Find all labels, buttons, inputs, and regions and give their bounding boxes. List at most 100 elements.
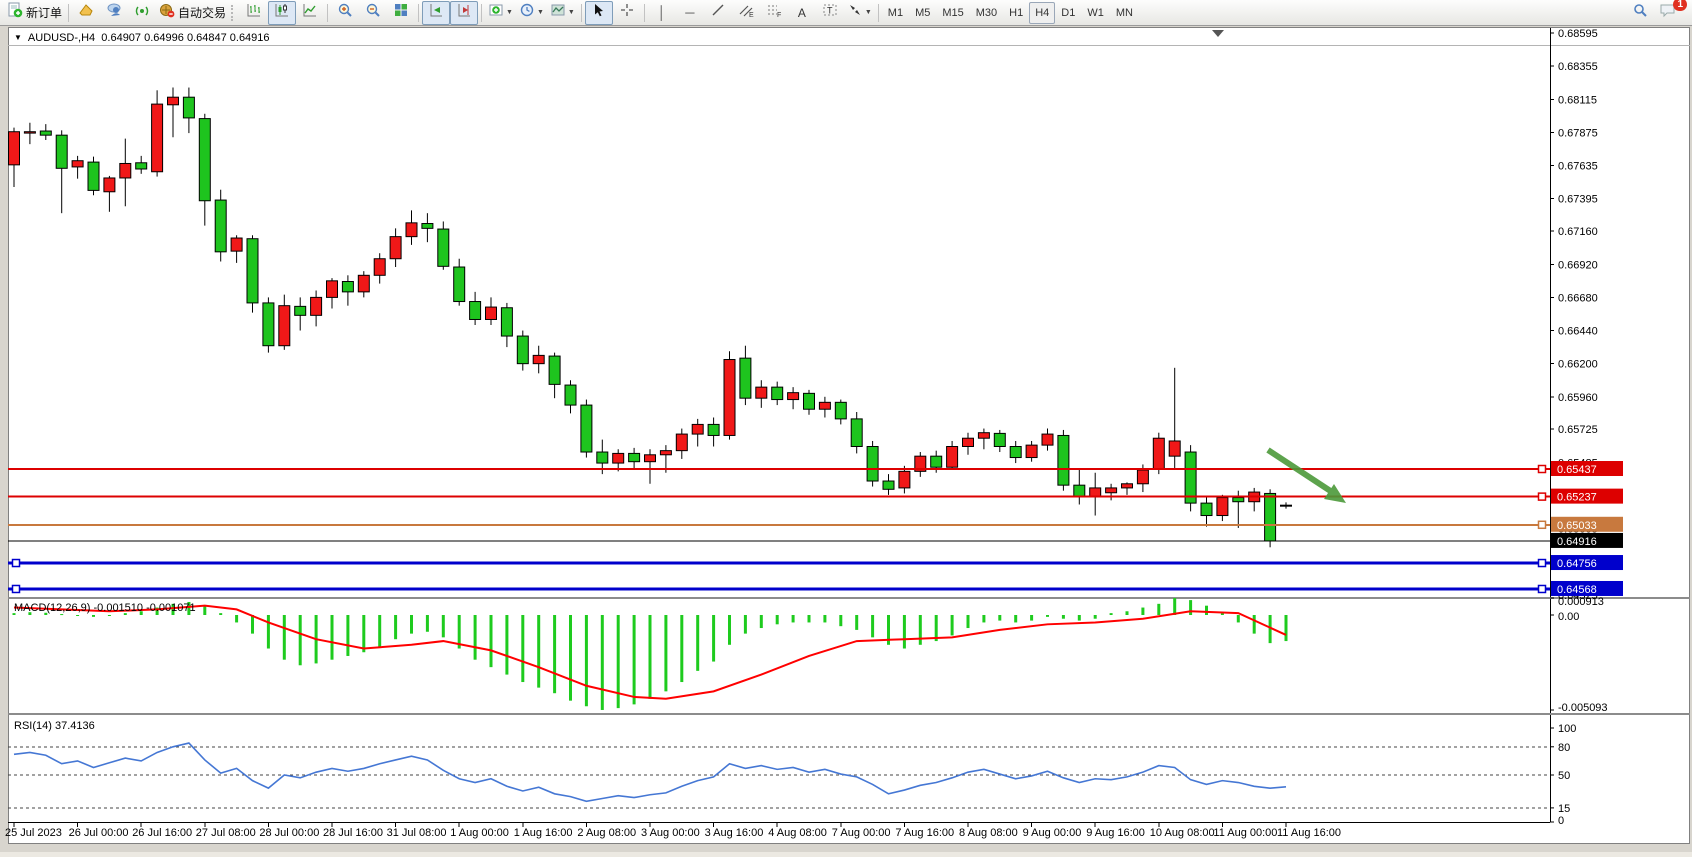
tile-windows-button[interactable] bbox=[387, 1, 415, 25]
timeframe-d1[interactable]: D1 bbox=[1061, 6, 1076, 19]
trendline-icon bbox=[710, 2, 726, 23]
text-icon: A bbox=[797, 5, 806, 20]
auto-scroll-button[interactable] bbox=[422, 0, 451, 25]
fibonacci-button[interactable]: F bbox=[760, 1, 788, 25]
market-icon bbox=[78, 2, 94, 23]
svg-text:0.64916: 0.64916 bbox=[1557, 536, 1597, 548]
indicators-button[interactable]: ▼ bbox=[485, 1, 516, 25]
separator bbox=[327, 3, 329, 22]
svg-text:8 Aug 08:00: 8 Aug 08:00 bbox=[959, 827, 1018, 839]
svg-text:11 Aug 00:00: 11 Aug 00:00 bbox=[1213, 827, 1277, 839]
separator bbox=[643, 3, 645, 22]
svg-text:0.65033: 0.65033 bbox=[1557, 520, 1597, 532]
auto-trading-label: 自动交易 bbox=[178, 6, 227, 20]
trendline-button[interactable] bbox=[704, 1, 732, 25]
bar-chart-icon bbox=[246, 2, 262, 23]
separator bbox=[580, 3, 582, 22]
chart-canvas[interactable]: 0.68595 0.68355 0.68115 0.67875 0.67635 0.673… bbox=[0, 26, 1692, 852]
rsi-panel: 100 80 50 150 bbox=[8, 723, 1576, 827]
community-button[interactable] bbox=[100, 1, 128, 25]
svg-text:4 Aug 08:00: 4 Aug 08:00 bbox=[768, 827, 827, 839]
candles bbox=[8, 87, 1292, 548]
search-icon bbox=[1632, 2, 1648, 23]
timeframe-mn[interactable]: MN bbox=[1115, 6, 1133, 19]
zoom-out-button[interactable] bbox=[359, 1, 387, 25]
market-button[interactable] bbox=[72, 1, 100, 25]
bar-chart-button[interactable] bbox=[240, 1, 268, 25]
svg-text:E: E bbox=[749, 12, 754, 18]
periods-icon bbox=[519, 2, 535, 23]
svg-text:28 Jul 16:00: 28 Jul 16:00 bbox=[323, 827, 383, 839]
new-order-label: 新订单 bbox=[26, 6, 63, 20]
chat-button[interactable]: 1 bbox=[1654, 0, 1687, 25]
svg-text:0.64568: 0.64568 bbox=[1557, 584, 1597, 596]
svg-text:7 Aug 16:00: 7 Aug 16:00 bbox=[895, 827, 954, 839]
svg-text:50: 50 bbox=[1558, 770, 1570, 782]
timeframe-m5[interactable]: M5 bbox=[915, 6, 931, 19]
timeframe-m15[interactable]: M15 bbox=[942, 6, 964, 19]
svg-text:7 Aug 00:00: 7 Aug 00:00 bbox=[832, 827, 891, 839]
new-order-icon bbox=[7, 2, 23, 23]
chevron-down-icon: ▼ bbox=[506, 9, 513, 16]
main-toolbar: 新订单 自动交易 bbox=[0, 0, 1692, 26]
chevron-down-icon: ▼ bbox=[567, 9, 575, 16]
arrows-icon bbox=[847, 2, 863, 23]
svg-text:-0.005093: -0.005093 bbox=[1558, 702, 1608, 714]
annotation-arrow[interactable] bbox=[1266, 447, 1346, 503]
chevron-down-icon[interactable]: ▼ bbox=[14, 33, 22, 42]
horizontal-line-button[interactable]: ─ bbox=[676, 1, 704, 25]
timeframe-h4[interactable]: H4 bbox=[1029, 1, 1056, 24]
ohlc-high: 0.64996 bbox=[144, 32, 184, 44]
svg-text:0.65725: 0.65725 bbox=[1558, 424, 1598, 436]
separator bbox=[68, 3, 70, 22]
text-button[interactable]: A bbox=[788, 1, 816, 25]
chart-symbol-period: AUDUSD-,H4 bbox=[27, 32, 96, 44]
svg-text:11 Aug 16:00: 11 Aug 16:00 bbox=[1277, 827, 1341, 839]
svg-text:28 Jul 00:00: 28 Jul 00:00 bbox=[259, 827, 319, 839]
svg-text:25 Jul 2023: 25 Jul 2023 bbox=[5, 827, 62, 839]
periods-button[interactable]: ▼ bbox=[516, 1, 547, 25]
svg-text:0.66680: 0.66680 bbox=[1558, 292, 1598, 304]
arrows-button[interactable]: ▼ bbox=[844, 1, 875, 25]
text-label-button[interactable]: T bbox=[816, 1, 844, 25]
vertical-line-icon: │ bbox=[657, 5, 666, 20]
tile-windows-icon bbox=[393, 2, 409, 23]
zoom-in-button[interactable] bbox=[331, 1, 359, 25]
crosshair-button[interactable] bbox=[613, 1, 641, 25]
new-order-button[interactable]: 新订单 bbox=[4, 1, 65, 25]
candlestick-icon bbox=[274, 2, 290, 23]
line-chart-button[interactable] bbox=[296, 1, 324, 25]
toolbar-grip bbox=[231, 4, 236, 21]
templates-icon bbox=[550, 2, 566, 23]
community-icon bbox=[106, 2, 122, 23]
macd-panel: 0.000913 0.00 -0.005093 bbox=[12, 596, 1608, 714]
templates-button[interactable]: ▼ bbox=[547, 1, 578, 25]
search-button[interactable] bbox=[1626, 1, 1654, 25]
timeframe-w1[interactable]: W1 bbox=[1087, 6, 1104, 19]
svg-text:15: 15 bbox=[1558, 803, 1570, 815]
zoom-out-icon bbox=[365, 2, 381, 23]
separator bbox=[481, 3, 483, 22]
time-axis[interactable]: 25 Jul 2023 26 Jul 00:00 26 Jul 16:00 27 Ju… bbox=[5, 822, 1341, 839]
timeframe-m1[interactable]: M1 bbox=[887, 6, 904, 19]
chart-title[interactable]: ▼ AUDUSD-,H4 0.64907 0.64996 0.64847 0.64… bbox=[14, 32, 270, 44]
chart-window: ▼ AUDUSD-,H4 0.64907 0.64996 0.64847 0.64… bbox=[0, 26, 1692, 857]
signals-button[interactable] bbox=[128, 1, 156, 25]
svg-text:0.66200: 0.66200 bbox=[1558, 359, 1598, 371]
auto-trading-button[interactable]: 自动交易 bbox=[156, 1, 229, 25]
cursor-button[interactable] bbox=[584, 0, 613, 25]
channel-button[interactable]: E bbox=[732, 1, 760, 25]
cursor-icon bbox=[591, 2, 607, 23]
chevron-down-icon: ▼ bbox=[864, 9, 872, 16]
vertical-line-button[interactable]: │ bbox=[648, 1, 676, 25]
svg-text:80: 80 bbox=[1558, 742, 1570, 754]
svg-text:0.64756: 0.64756 bbox=[1557, 558, 1597, 570]
svg-text:F: F bbox=[777, 12, 781, 18]
svg-text:3 Aug 00:00: 3 Aug 00:00 bbox=[641, 827, 700, 839]
svg-text:0.67635: 0.67635 bbox=[1558, 161, 1598, 173]
candlestick-button[interactable] bbox=[268, 0, 297, 25]
timeframe-m30[interactable]: M30 bbox=[975, 6, 998, 19]
timeframe-h1[interactable]: H1 bbox=[1009, 6, 1024, 19]
chart-shift-marker[interactable] bbox=[1212, 30, 1224, 37]
chart-shift-button[interactable] bbox=[450, 0, 479, 25]
